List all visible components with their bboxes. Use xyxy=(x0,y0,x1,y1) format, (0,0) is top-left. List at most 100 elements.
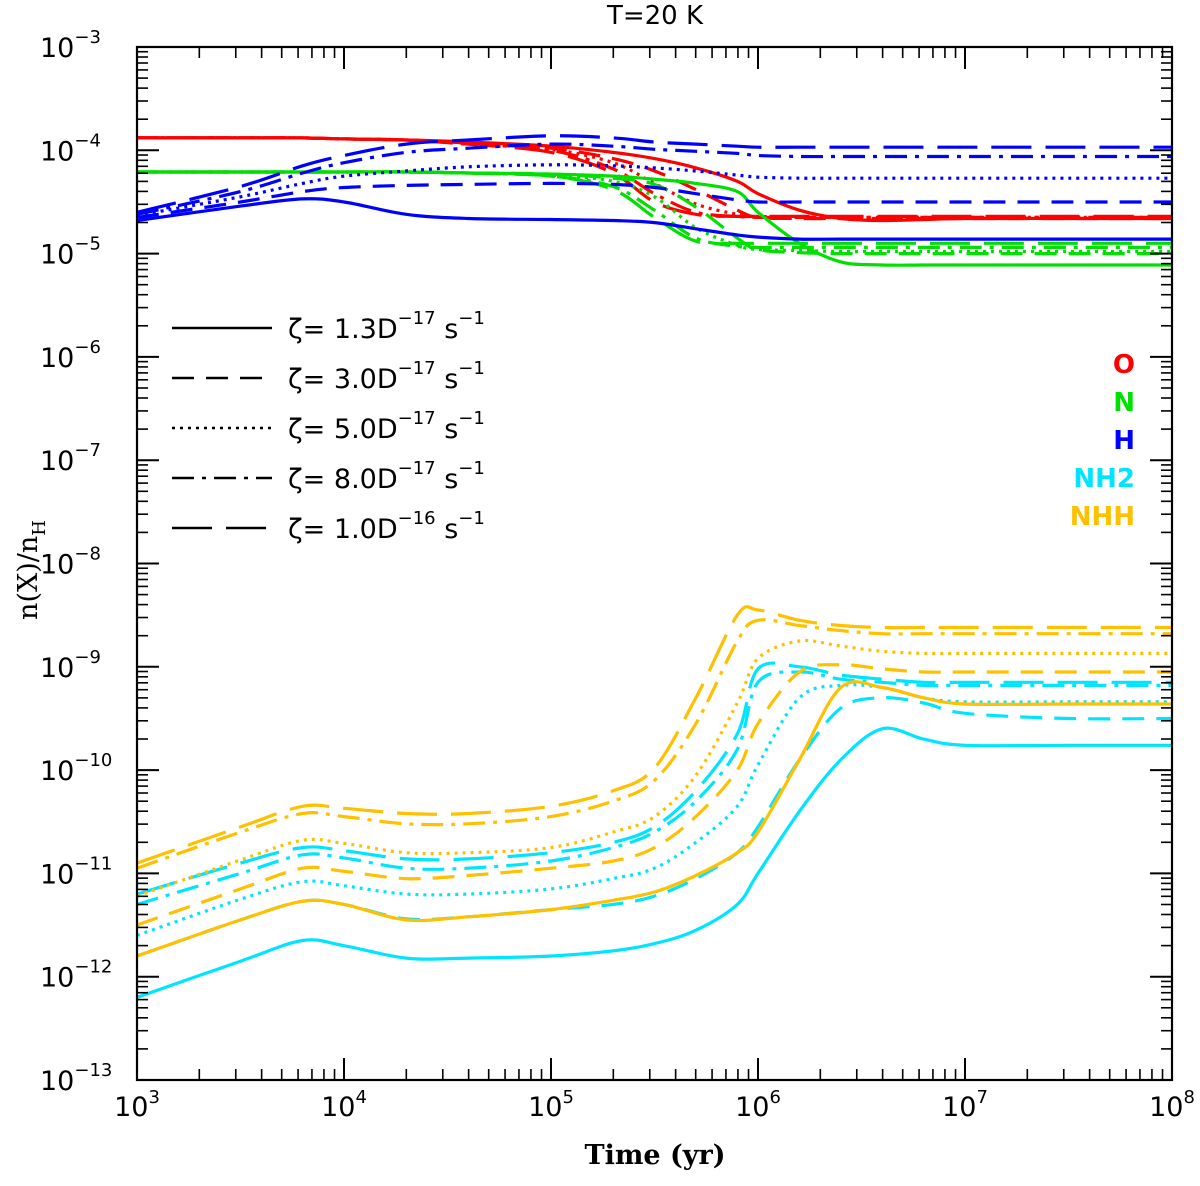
y-tick-base: 10 xyxy=(40,1066,74,1097)
x-tick-exp: 7 xyxy=(976,1087,987,1108)
y-tick-label: 10−11 xyxy=(40,853,112,890)
y-tick-base: 10 xyxy=(40,240,74,271)
series-line-o-dotted xyxy=(136,136,1172,220)
y-tick-base: 10 xyxy=(40,653,74,684)
x-tick-base: 10 xyxy=(528,1092,562,1123)
legend-zeta: ζ= 5.0D xyxy=(288,414,398,445)
species-label-o: O xyxy=(1113,350,1135,380)
y-axis-label-sub: H xyxy=(29,520,50,536)
y-tick-exp: −7 xyxy=(74,440,101,461)
series-line-h-dashdot xyxy=(136,142,1172,216)
legend-unit-exp: −1 xyxy=(458,408,485,429)
series-line-nhh-dashdot xyxy=(136,618,1172,870)
series-line-n-dashdot xyxy=(136,170,1172,250)
y-tick-label: 10−13 xyxy=(40,1060,112,1097)
y-tick-base: 10 xyxy=(40,446,74,477)
y-tick-exp: −11 xyxy=(74,853,112,874)
legend-zeta: ζ= 1.0D xyxy=(288,514,398,545)
y-tick-base: 10 xyxy=(40,756,74,787)
legend-label: ζ= 3.0D−17 s−1 xyxy=(288,358,485,395)
y-axis-label: n(X)/nH xyxy=(13,520,50,620)
legend-zeta: ζ= 1.3D xyxy=(288,314,398,345)
x-tick-base: 10 xyxy=(942,1092,976,1123)
y-tick-exp: −10 xyxy=(74,750,112,771)
y-tick-exp: −8 xyxy=(74,544,101,565)
species-legend: ONH NH2 NHH xyxy=(1070,350,1135,532)
x-tick-label: 106 xyxy=(735,1087,781,1123)
y-tick-base: 10 xyxy=(40,859,74,890)
x-axis-label: Time (yr) xyxy=(585,1140,726,1171)
series-line-nh2-dotted xyxy=(136,683,1172,937)
axes-layer xyxy=(135,45,1174,1082)
y-tick-label: 10−3 xyxy=(40,27,101,64)
x-tick-exp: 6 xyxy=(769,1087,780,1108)
y-tick-label: 10−7 xyxy=(40,440,101,477)
legend-unit: s xyxy=(436,514,459,545)
y-tick-base: 10 xyxy=(40,343,74,374)
legend-zeta-exp: −17 xyxy=(398,408,436,429)
legend-unit-exp: −1 xyxy=(458,358,485,379)
legend-unit-exp: −1 xyxy=(458,508,485,529)
y-tick-base: 10 xyxy=(40,550,74,581)
y-tick-exp: −9 xyxy=(74,647,101,668)
x-tick-label: 108 xyxy=(1149,1087,1195,1123)
y-tick-exp: −6 xyxy=(74,337,101,358)
x-tick-base: 10 xyxy=(735,1092,769,1123)
y-tick-exp: −13 xyxy=(74,1060,112,1081)
x-tick-exp: 3 xyxy=(148,1087,159,1108)
y-tick-label: 10−8 xyxy=(40,544,101,581)
y-tick-label: 10−4 xyxy=(40,130,101,167)
series-line-h-longdash xyxy=(136,134,1172,214)
series-line-nh2-longdash xyxy=(136,661,1172,896)
y-tick-label: 10−5 xyxy=(40,234,101,271)
legend-label: ζ= 1.0D−16 s−1 xyxy=(288,508,485,545)
x-tick-label: 103 xyxy=(114,1087,160,1123)
legend-zeta-exp: −17 xyxy=(398,358,436,379)
y-tick-label: 10−6 xyxy=(40,337,101,374)
legend-unit: s xyxy=(436,464,459,495)
legend-label: ζ= 1.3D−17 s−1 xyxy=(288,308,485,345)
legend-zeta-exp: −16 xyxy=(398,508,436,529)
series-line-o-dashed xyxy=(136,136,1172,221)
line-style-legend: ζ= 1.3D−17 s−1ζ= 3.0D−17 s−1ζ= 5.0D−17 s… xyxy=(172,308,485,545)
y-tick-base: 10 xyxy=(40,963,74,994)
x-tick-base: 10 xyxy=(114,1092,148,1123)
species-label-h: H xyxy=(1113,426,1135,456)
series-line-nh2-dashdot xyxy=(136,670,1172,906)
series-layer xyxy=(136,134,1173,999)
species-label-nhh: NHH xyxy=(1070,502,1135,532)
series-line-h-dotted xyxy=(136,163,1172,217)
y-tick-exp: −3 xyxy=(74,27,101,48)
x-tick-label: 105 xyxy=(528,1087,574,1123)
y-tick-label: 10−10 xyxy=(40,750,112,787)
y-tick-label: 10−12 xyxy=(40,957,112,994)
x-tick-base: 10 xyxy=(1149,1092,1183,1123)
y-tick-exp: −12 xyxy=(74,957,112,978)
legend-unit: s xyxy=(436,414,459,445)
y-tick-exp: −4 xyxy=(74,130,101,151)
legend-label: ζ= 5.0D−17 s−1 xyxy=(288,408,485,445)
x-tick-exp: 5 xyxy=(562,1087,573,1108)
species-label-nh2: NH2 xyxy=(1073,464,1135,494)
y-tick-label: 10−9 xyxy=(40,647,101,684)
legend-zeta: ζ= 3.0D xyxy=(288,364,398,395)
series-line-h-dashed xyxy=(136,181,1172,219)
y-tick-base: 10 xyxy=(40,136,74,167)
legend-unit-exp: −1 xyxy=(458,308,485,329)
tick-labels: 103 104 105 106 107 10810−310−410−510−610−710… xyxy=(40,27,1195,1123)
y-tick-base: 10 xyxy=(40,33,74,64)
legend-zeta-exp: −17 xyxy=(398,308,436,329)
series-line-nh2-solid xyxy=(136,726,1172,999)
series-line-n-dashed xyxy=(136,170,1172,256)
y-tick-exp: −5 xyxy=(74,234,101,255)
legend-unit: s xyxy=(436,314,459,345)
legend-zeta: ζ= 8.0D xyxy=(288,464,398,495)
series-line-n-dotted xyxy=(136,170,1172,254)
x-tick-exp: 8 xyxy=(1183,1087,1194,1108)
x-tick-exp: 4 xyxy=(355,1087,366,1108)
species-label-n: N xyxy=(1113,388,1135,418)
legend-unit-exp: −1 xyxy=(458,458,485,479)
series-line-nhh-longdash xyxy=(136,605,1172,865)
legend-unit: s xyxy=(436,364,459,395)
